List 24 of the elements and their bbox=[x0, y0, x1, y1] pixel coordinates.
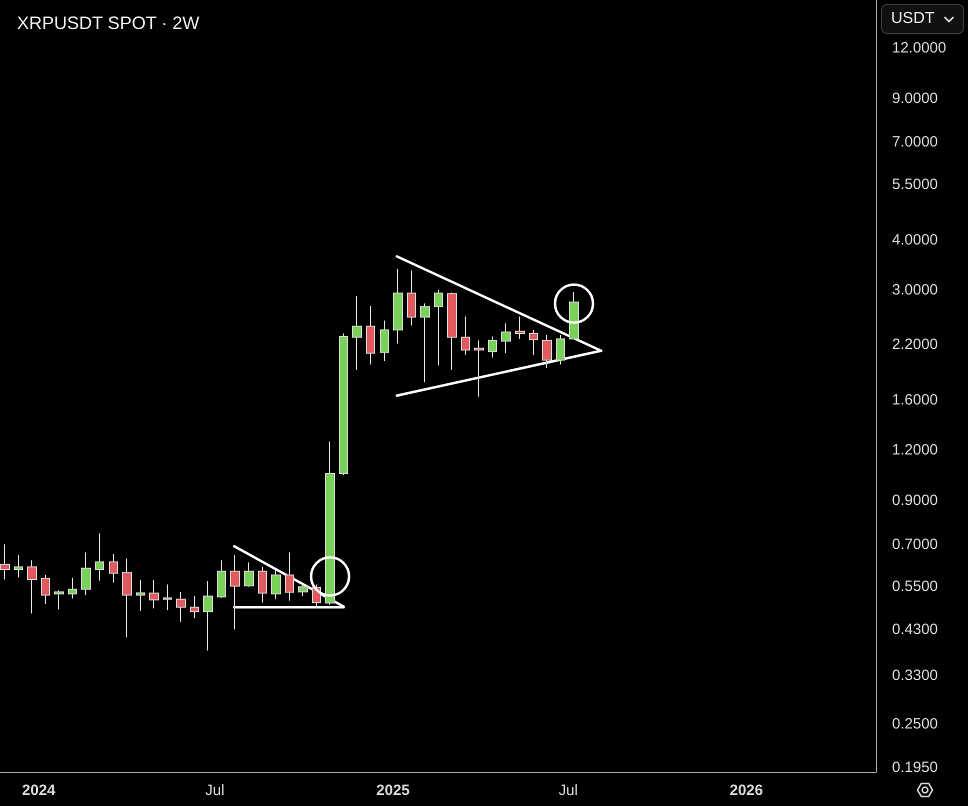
x-tick-label: Jul bbox=[558, 782, 578, 799]
x-tick-label: 2025 bbox=[376, 782, 410, 799]
y-tick-label: 0.2500 bbox=[892, 716, 938, 733]
y-tick-label: 1.6000 bbox=[892, 391, 938, 408]
y-tick-label: 4.0000 bbox=[892, 231, 938, 248]
x-tick-label: 2026 bbox=[730, 782, 763, 799]
text: XRPUSDT SPOT · 2W bbox=[17, 13, 200, 33]
dropdown-button: USDT bbox=[881, 4, 964, 34]
y-tick-label: 0.9000 bbox=[892, 492, 938, 509]
x-tick-label: Jul bbox=[205, 782, 224, 799]
y-tick-label: 0.4300 bbox=[892, 620, 938, 638]
y-tick-label: 0.3300 bbox=[892, 667, 938, 684]
y-tick-label: 0.1950 bbox=[892, 758, 938, 776]
y-tick-label: 3.0000 bbox=[892, 282, 938, 299]
y-tick-label: 0.5500 bbox=[892, 578, 938, 595]
x-tick-label: 2024 bbox=[22, 782, 56, 799]
y-tick-label: 7.0000 bbox=[892, 134, 938, 151]
y-tick-label: 2.2000 bbox=[892, 336, 938, 353]
y-tick-label: 12.0000 bbox=[892, 40, 946, 57]
y-axis-title: USDT bbox=[891, 10, 935, 28]
y-tick-label: 1.2000 bbox=[892, 442, 938, 459]
y-tick-label: 5.5000 bbox=[892, 176, 938, 193]
y-tick-label: 0.7000 bbox=[892, 536, 938, 553]
y-tick-label: 9.0000 bbox=[892, 90, 938, 107]
